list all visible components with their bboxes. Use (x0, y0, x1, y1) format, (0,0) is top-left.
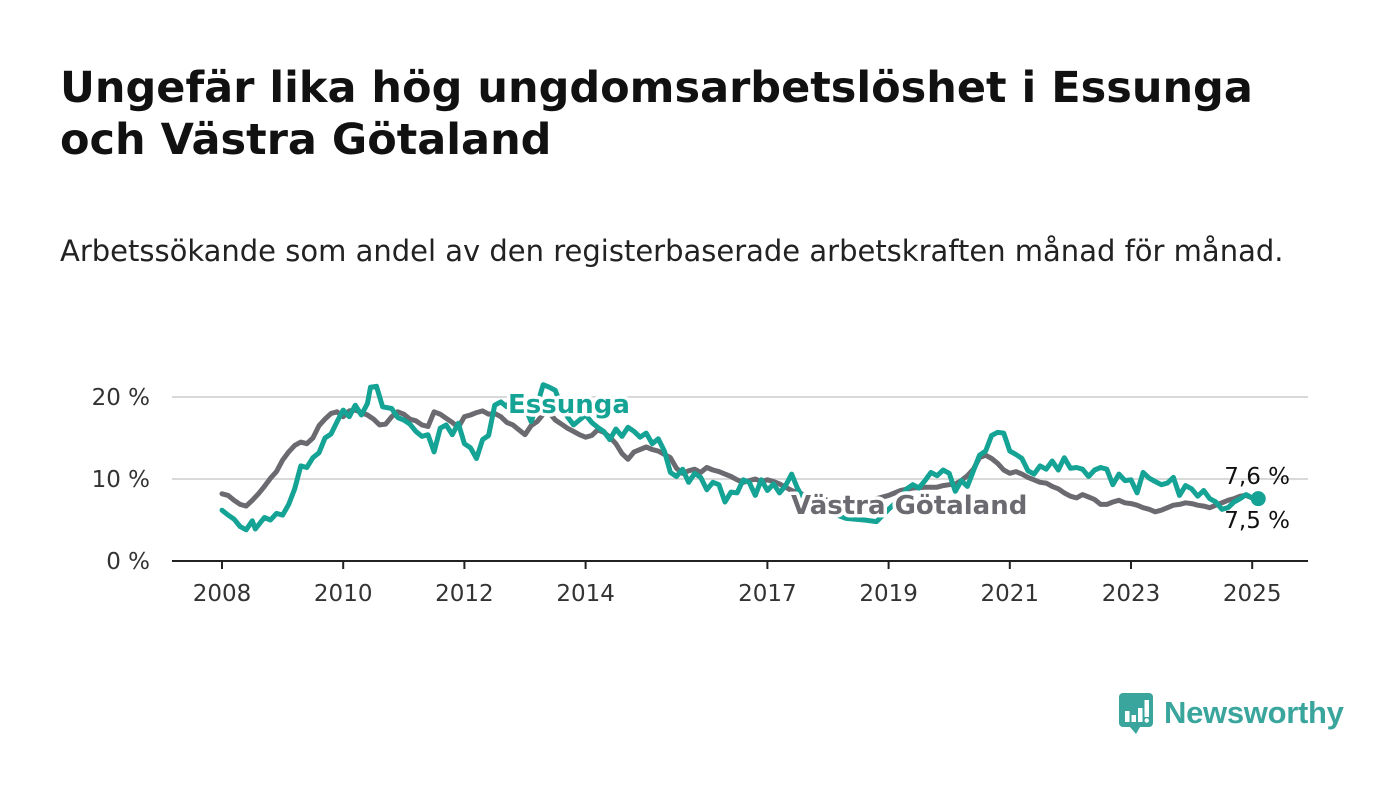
chart-title: Ungefär lika hög ungdomsarbetslöshet i E… (60, 63, 1253, 165)
x-tick-label: 2010 (314, 581, 373, 607)
x-tick-label: 2014 (556, 581, 615, 607)
x-tick-label: 2025 (1223, 581, 1282, 607)
brand-logo: Newsworthy (1118, 690, 1344, 736)
end-label-essunga: 7,6 % (1224, 464, 1290, 490)
y-tick-label: 20 % (92, 385, 150, 411)
y-tick-label: 0 % (106, 549, 150, 575)
series-label-essunga: Essunga (508, 390, 630, 420)
brand-name: Newsworthy (1164, 695, 1344, 730)
x-tick-label: 2008 (193, 581, 252, 607)
line-chart: 0 % 10 % 20 % 2008 2010 2012 2014 2017 2019 2021 2… (92, 382, 1308, 607)
x-tick-label: 2021 (981, 581, 1040, 607)
x-tick-label: 2017 (738, 581, 797, 607)
series-line-essunga (219, 382, 1261, 533)
chart-subtitle: Arbetssökande som andel av den registerb… (60, 234, 1284, 268)
series-line-v-stra-g-taland (219, 407, 1261, 515)
newsworthy-logo-icon (1119, 693, 1153, 734)
x-tick-label: 2023 (1102, 581, 1161, 607)
x-tick-label: 2012 (435, 581, 494, 607)
series-label-vastra-gotaland: Västra Götaland (791, 491, 1027, 521)
x-tick-label: 2019 (859, 581, 918, 607)
end-label-vastra-gotaland: 7,5 % (1224, 508, 1290, 534)
y-tick-label: 10 % (92, 467, 150, 493)
end-marker-essunga (1250, 491, 1266, 507)
